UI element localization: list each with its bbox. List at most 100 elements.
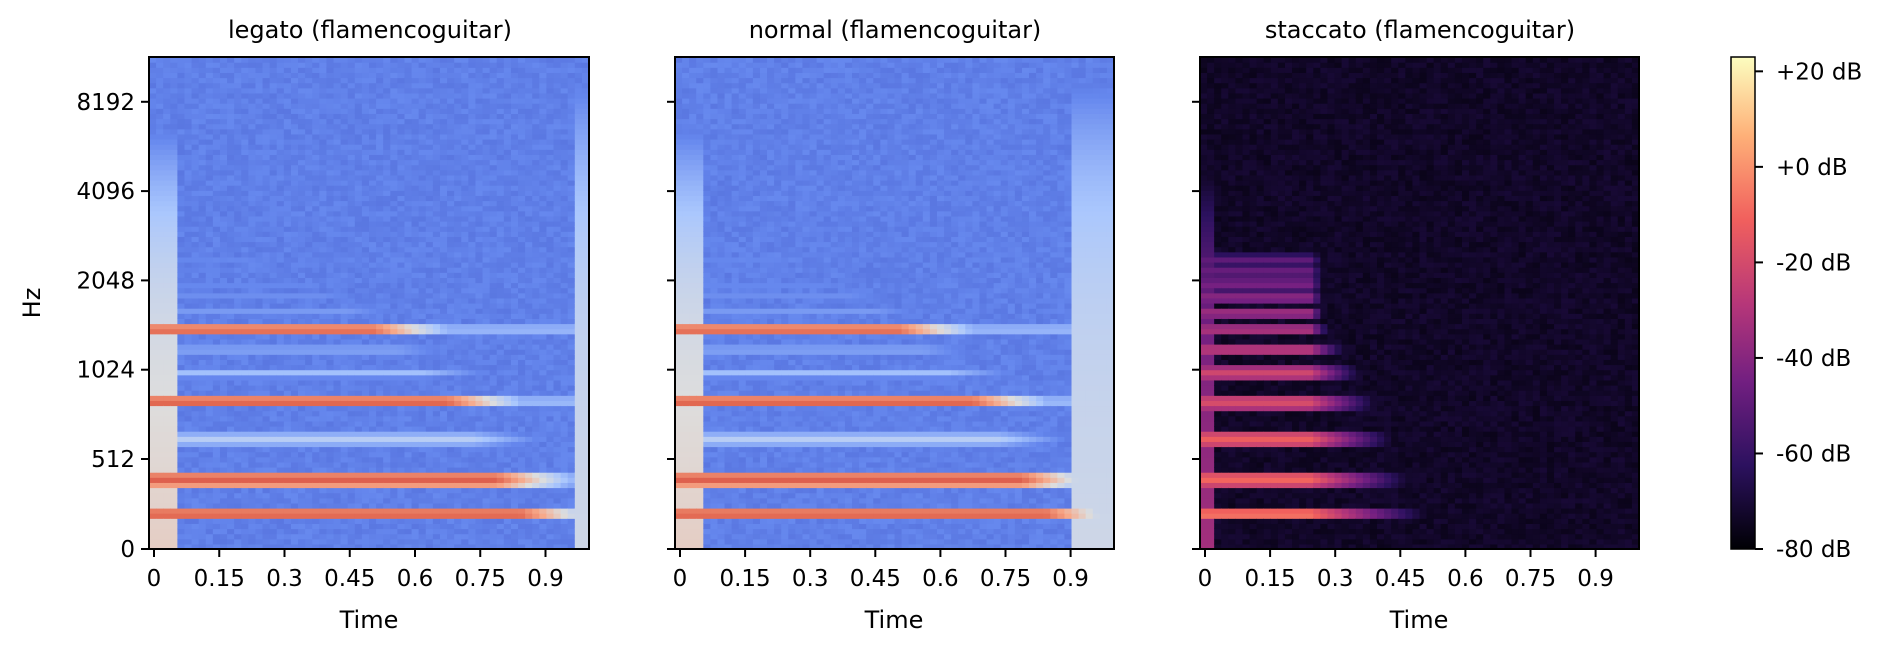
- heatmap-cell: [163, 180, 171, 186]
- heatmap-cell: [270, 283, 278, 289]
- heatmap-cell: [149, 457, 157, 463]
- heatmap-cell: [305, 303, 313, 309]
- heatmap-cell: [397, 72, 405, 78]
- heatmap-cell: [156, 124, 164, 130]
- heatmap-cell: [334, 411, 342, 417]
- heatmap-cell: [227, 498, 235, 504]
- heatmap-cell: [298, 103, 306, 109]
- heatmap-cell: [419, 67, 427, 73]
- heatmap-cell: [291, 462, 299, 468]
- heatmap-cell: [291, 93, 299, 99]
- heatmap-cell: [192, 134, 200, 140]
- heatmap-cell: [241, 308, 249, 314]
- heatmap-cell: [362, 288, 370, 294]
- heatmap-cell: [192, 83, 200, 89]
- heatmap-cell: [177, 462, 185, 468]
- heatmap-cell: [419, 134, 427, 140]
- heatmap-cell: [305, 539, 313, 545]
- heatmap-cell: [227, 416, 235, 422]
- heatmap-cell: [263, 277, 271, 283]
- heatmap-cell: [419, 154, 427, 160]
- heatmap-cell: [326, 267, 334, 273]
- heatmap-cell: [341, 308, 349, 314]
- heatmap-cell: [348, 390, 356, 396]
- heatmap-cell: [362, 165, 370, 171]
- heatmap-cell: [319, 129, 327, 135]
- heatmap-cell: [149, 339, 157, 345]
- heatmap-cell: [383, 488, 391, 494]
- heatmap-cell: [362, 390, 370, 396]
- heatmap-cell: [397, 262, 405, 268]
- heatmap-cell: [383, 180, 391, 186]
- heatmap-cell: [234, 457, 242, 463]
- heatmap-cell: [305, 462, 313, 468]
- heatmap-cell: [241, 262, 249, 268]
- heatmap-cell: [376, 226, 384, 232]
- heatmap-cell: [298, 170, 306, 176]
- heatmap-cell: [192, 467, 200, 473]
- heatmap-cell: [426, 488, 434, 494]
- heatmap-cell: [362, 513, 370, 519]
- heatmap-cell: [326, 78, 334, 84]
- heatmap-cell: [376, 103, 384, 109]
- heatmap-cell: [348, 477, 356, 483]
- heatmap-cell: [298, 247, 306, 253]
- heatmap-cell: [426, 395, 434, 401]
- heatmap-cell: [334, 139, 342, 145]
- heatmap-cell: [390, 83, 398, 89]
- heatmap-cell: [305, 513, 313, 519]
- heatmap-cell: [383, 308, 391, 314]
- heatmap-cell: [419, 195, 427, 201]
- heatmap-cell: [419, 170, 427, 176]
- heatmap-cells: [149, 57, 590, 550]
- heatmap-cell: [390, 129, 398, 135]
- heatmap-cell: [326, 308, 334, 314]
- heatmap-cell: [170, 124, 178, 130]
- heatmap-cell: [199, 457, 207, 463]
- heatmap-cell: [206, 119, 214, 125]
- heatmap-cell: [227, 482, 235, 488]
- heatmap-cell: [334, 83, 342, 89]
- heatmap-cell: [369, 329, 377, 335]
- heatmap-cell: [284, 134, 292, 140]
- heatmap-cell: [412, 160, 420, 166]
- heatmap-cell: [291, 303, 299, 309]
- heatmap-cell: [163, 134, 171, 140]
- heatmap-cell: [234, 247, 242, 253]
- heatmap-cell: [355, 134, 363, 140]
- heatmap-cell: [341, 529, 349, 535]
- heatmap-cell: [199, 462, 207, 468]
- heatmap-cell: [334, 493, 342, 499]
- heatmap-cell: [334, 349, 342, 355]
- heatmap-cell: [412, 211, 420, 217]
- heatmap-cell: [220, 103, 228, 109]
- heatmap-cell: [248, 431, 256, 437]
- heatmap-cell: [277, 154, 285, 160]
- heatmap-cell: [369, 83, 377, 89]
- heatmap-cell: [241, 318, 249, 324]
- heatmap-cell: [298, 283, 306, 289]
- heatmap-cell: [397, 334, 405, 340]
- heatmap-cell: [383, 242, 391, 248]
- heatmap-cell: [326, 72, 334, 78]
- heatmap-cell: [412, 472, 420, 478]
- heatmap-cell: [291, 144, 299, 150]
- heatmap-cell: [355, 411, 363, 417]
- heatmap-cell: [184, 375, 192, 381]
- heatmap-cell: [419, 529, 427, 535]
- heatmap-cell: [184, 477, 192, 483]
- heatmap-cell: [277, 390, 285, 396]
- heatmap-cell: [348, 395, 356, 401]
- heatmap-cell: [241, 411, 249, 417]
- heatmap-cell: [227, 518, 235, 524]
- heatmap-cell: [255, 329, 263, 335]
- heatmap-cell: [284, 365, 292, 371]
- heatmap-cell: [355, 216, 363, 222]
- heatmap-cell: [277, 139, 285, 145]
- heatmap-cell: [383, 400, 391, 406]
- heatmap-cell: [390, 247, 398, 253]
- heatmap-cell: [255, 365, 263, 371]
- heatmap-cell: [149, 513, 157, 519]
- heatmap-cell: [199, 206, 207, 212]
- heatmap-cell: [419, 472, 427, 478]
